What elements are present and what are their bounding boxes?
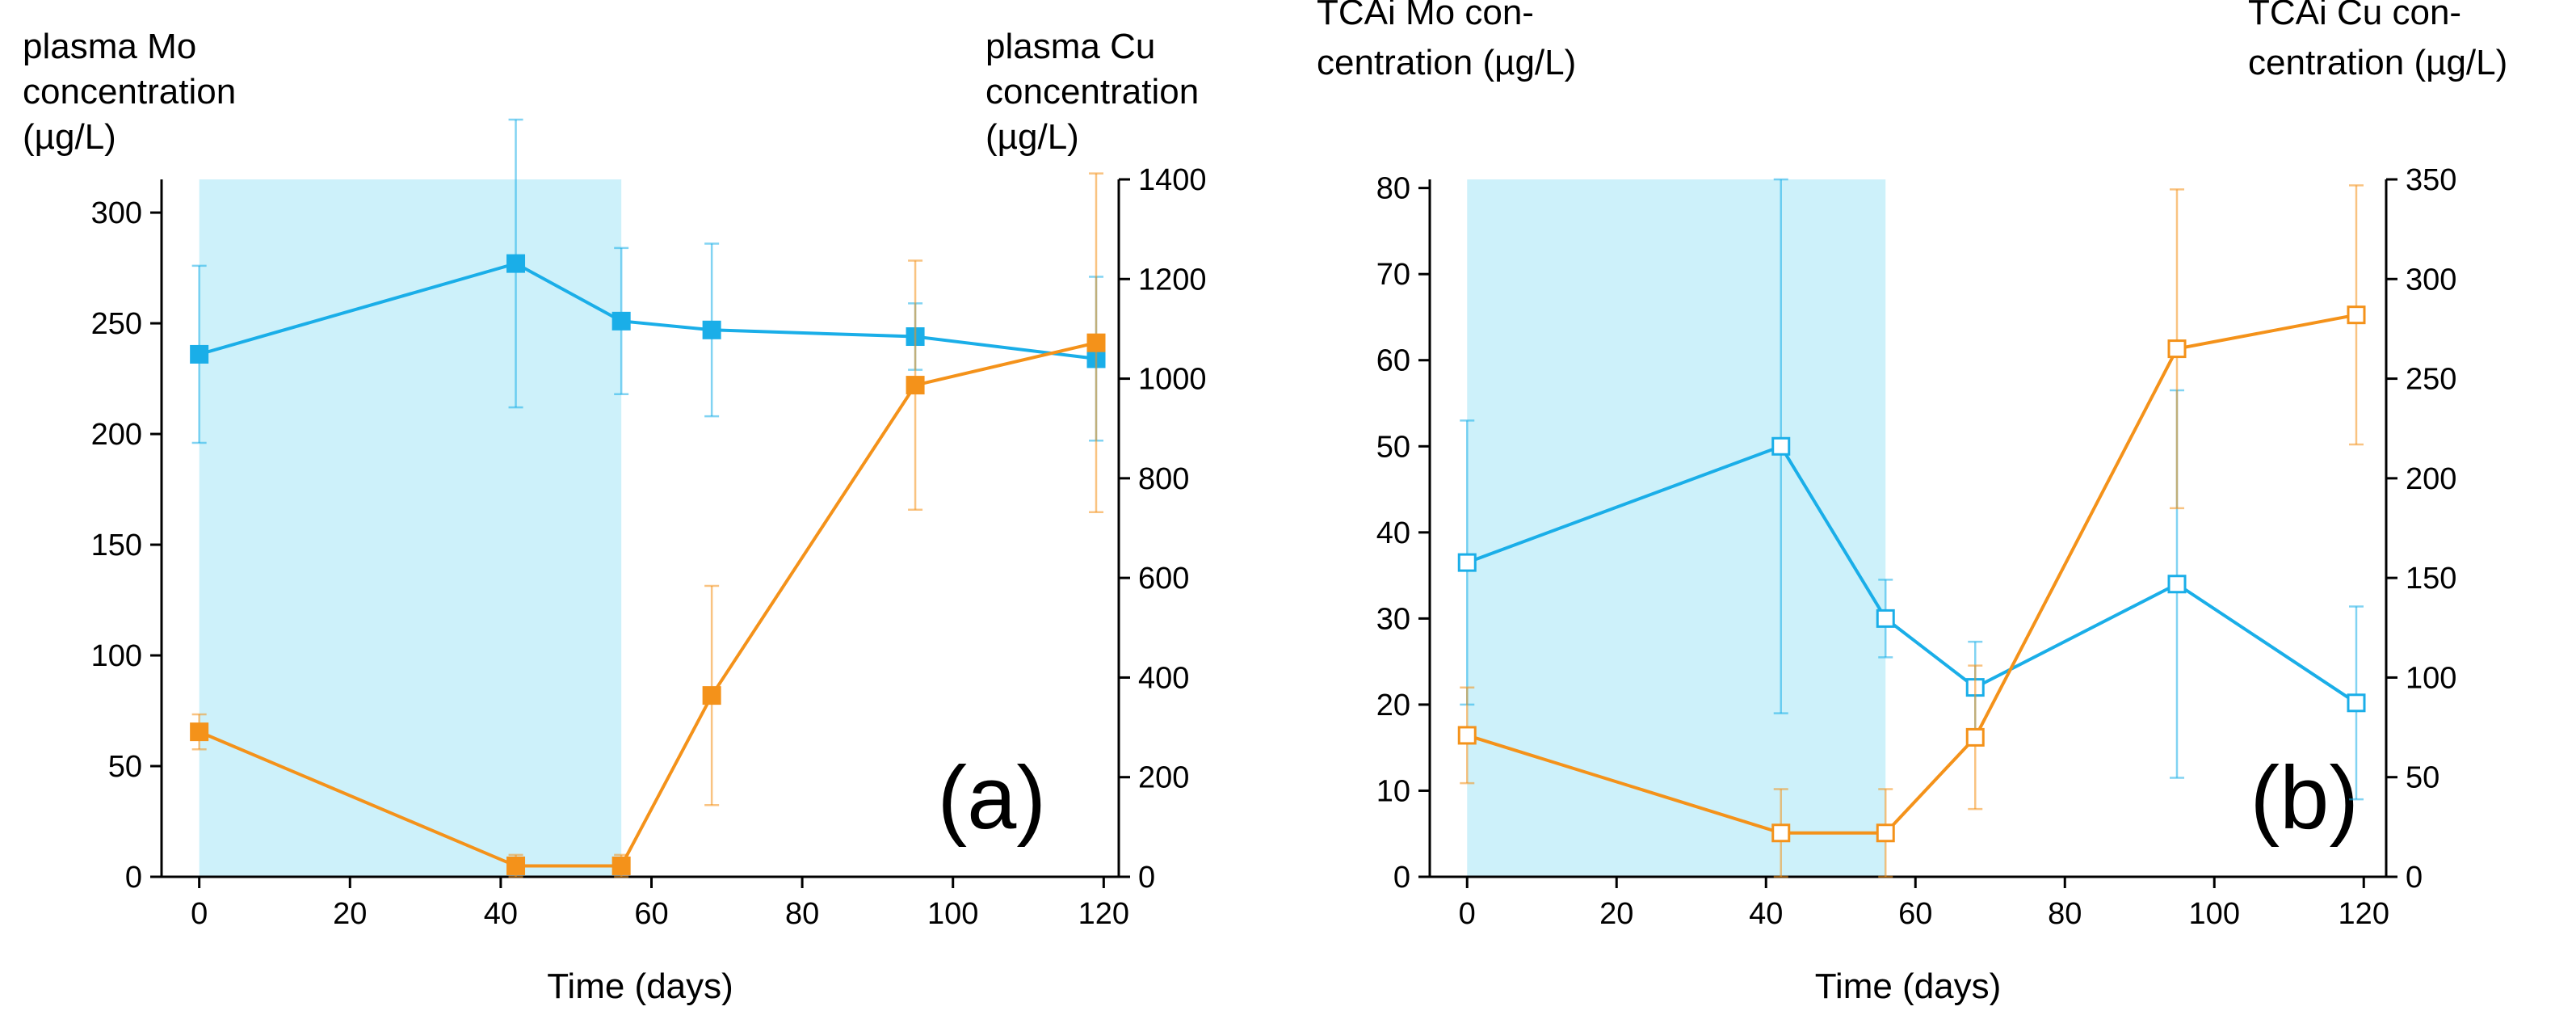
x-tick-label: 80 [785, 897, 819, 931]
shaded-period [199, 179, 622, 877]
y-tick-label-right: 50 [2406, 761, 2439, 795]
y-tick-label-right: 300 [2406, 263, 2456, 297]
y-tick-label-left: 60 [1376, 344, 1410, 378]
y-tick-label-right: 0 [1138, 861, 1155, 895]
series-line [198, 341, 1097, 868]
y-tick-label-left: 0 [125, 861, 142, 895]
shaded-period [1467, 179, 1886, 877]
chart-panel-b: 0 20 40 60 80 100 120 0 10 20 30 40 50 60 70 80 0 50 100 15… [1317, 0, 2507, 1006]
y-axis-title-left-line: TCAi Mo con- [1317, 0, 1534, 32]
x-tick-label: 40 [484, 897, 518, 931]
y-tick-label-left: 150 [91, 529, 142, 562]
y-tick-label-right: 1000 [1138, 363, 1207, 397]
data-point [2167, 339, 2187, 359]
series-line [1466, 444, 2358, 705]
data-point [702, 686, 721, 705]
x-tick-label: 0 [1459, 897, 1476, 931]
data-point [1876, 823, 1895, 843]
x-tick-label: 120 [2339, 897, 2389, 931]
data-point [506, 856, 526, 875]
x-tick-label: 0 [191, 897, 208, 931]
y-axis-title-right-line: TCAi Cu con- [2248, 0, 2461, 32]
y-tick-label-right: 250 [2406, 363, 2456, 397]
y-tick-label-left: 20 [1376, 689, 1410, 722]
y-tick-label-right: 1400 [1138, 163, 1207, 197]
y-tick-label-left: 300 [91, 196, 142, 230]
series-line [199, 261, 1097, 360]
y-tick-label-right: 800 [1138, 462, 1189, 496]
y-tick-label-left: 250 [91, 307, 142, 341]
x-tick-label: 40 [1749, 897, 1783, 931]
y-tick-label-left: 200 [91, 418, 142, 452]
data-point [506, 254, 526, 273]
x-tick-label: 20 [333, 897, 367, 931]
y-tick-label-right: 1200 [1138, 263, 1207, 297]
data-point [1965, 727, 1985, 747]
y-tick-label-right: 350 [2406, 163, 2456, 197]
series-cu-b [1457, 184, 2366, 878]
y-tick-label-left: 50 [1376, 430, 1410, 464]
x-tick-label: 100 [927, 897, 978, 931]
y-tick-label-left: 0 [1393, 861, 1410, 895]
y-tick-label-left: 30 [1376, 602, 1410, 636]
data-point [1457, 553, 1477, 572]
y-axis-title-left-line: (µg/L) [23, 117, 116, 157]
y-axis-title-left-line: centration (µg/L) [1317, 43, 1576, 82]
y-tick-label-left: 40 [1376, 516, 1410, 550]
data-point [611, 856, 631, 875]
data-point [190, 344, 209, 364]
panel-label-b: (b) [2250, 748, 2359, 848]
data-point [1771, 823, 1791, 843]
y-tick-label-right: 600 [1138, 562, 1189, 596]
y-tick-label-right: 100 [2406, 661, 2456, 695]
data-point [1086, 333, 1106, 352]
data-point [1771, 436, 1791, 456]
y-tick-label-right: 200 [2406, 462, 2456, 496]
data-point [2347, 305, 2366, 325]
y-tick-label-right: 150 [2406, 562, 2456, 596]
x-tick-label: 60 [1898, 897, 1932, 931]
data-point [2167, 575, 2187, 594]
x-tick-label: 100 [2189, 897, 2240, 931]
x-axis-title: Time (days) [547, 967, 733, 1006]
y-axis-title-right-line: centration (µg/L) [2248, 43, 2507, 82]
x-axis-title: Time (days) [1815, 967, 2002, 1006]
y-tick-label-left: 70 [1376, 258, 1410, 292]
y-tick-label-right: 200 [1138, 761, 1189, 795]
y-tick-label-left: 100 [91, 639, 142, 673]
data-point [1457, 726, 1477, 745]
y-tick-label-right: 0 [2406, 861, 2423, 895]
y-axis-title-right-line: (µg/L) [985, 117, 1079, 157]
chart-panel-a: 0 20 40 60 80 100 1200501001502002503000200400… [23, 27, 1207, 1006]
x-tick-label: 120 [1078, 897, 1129, 931]
x-tick-label: 60 [634, 897, 668, 931]
y-axis-title-left-line: concentration [23, 72, 236, 112]
y-axis-title-left-line: plasma Mo [23, 27, 196, 66]
series-cu-a [190, 172, 1106, 878]
x-tick-label: 20 [1599, 897, 1633, 931]
data-point [611, 311, 631, 331]
y-tick-label-right: 400 [1138, 661, 1189, 695]
y-tick-label-left: 10 [1376, 774, 1410, 808]
data-point [2347, 693, 2366, 713]
panel-label-a: (a) [938, 748, 1046, 848]
x-tick-label: 80 [2048, 897, 2082, 931]
data-point [190, 722, 209, 742]
y-axis-title-right-line: plasma Cu [985, 27, 1155, 66]
data-point [1876, 609, 1895, 628]
data-point [702, 320, 721, 339]
y-axis-title-right-line: concentration [985, 72, 1199, 112]
data-point [906, 376, 925, 395]
y-tick-label-left: 80 [1376, 172, 1410, 206]
series-line [1466, 313, 2357, 835]
y-tick-label-left: 50 [108, 750, 142, 784]
